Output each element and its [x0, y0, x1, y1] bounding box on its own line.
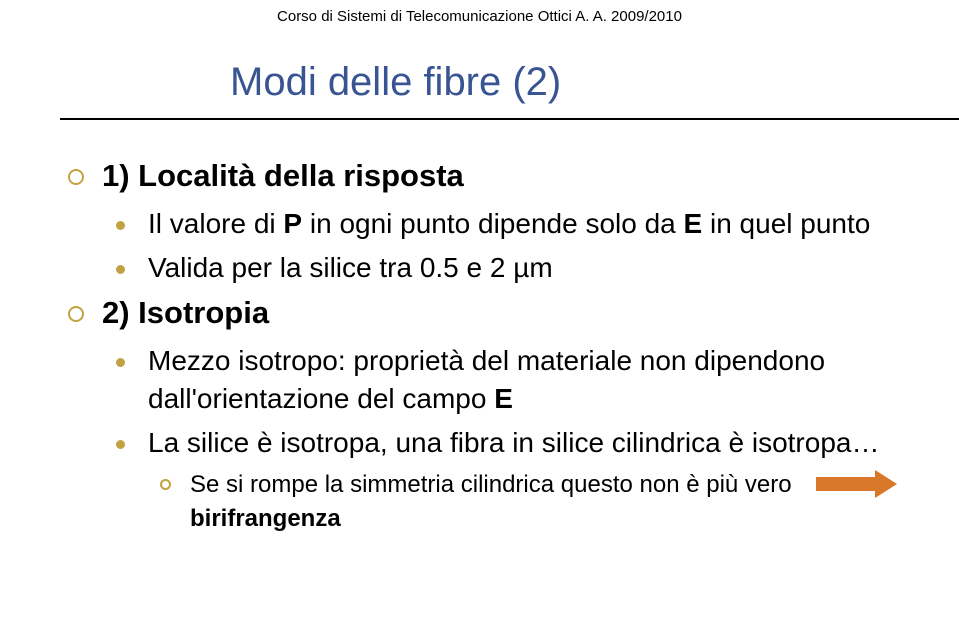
- bullet-dot-icon: [116, 358, 125, 367]
- point-2-sub-2-text: La silice è isotropa, una fibra in silic…: [148, 427, 879, 458]
- title-section: Modi delle fibre (2): [230, 60, 899, 115]
- point-2-detail-text: Se si rompe la simmetria cilindrica ques…: [190, 471, 907, 532]
- point-1-sub-2: Valida per la silice tra 0.5 e 2 µm: [60, 249, 919, 287]
- point-1-sub-1: Il valore di P in ogni punto dipende sol…: [60, 205, 919, 243]
- text-frag: Mezzo isotropo: proprietà del materiale …: [148, 345, 825, 414]
- arrow-icon: [816, 467, 897, 501]
- text-frag-bold: E: [684, 208, 703, 239]
- point-2-sub-1: Mezzo isotropo: proprietà del materiale …: [60, 342, 919, 418]
- bullet-dot-icon: [116, 221, 125, 230]
- point-1-sub-1-text: Il valore di P in ogni punto dipende sol…: [148, 208, 870, 239]
- slide-title: Modi delle fibre (2): [230, 60, 899, 115]
- text-frag: Se si rompe la simmetria cilindrica ques…: [190, 471, 792, 498]
- bullet-circle-icon: [68, 306, 84, 322]
- point-2-sub-2-detail: Se si rompe la simmetria cilindrica ques…: [60, 468, 919, 536]
- course-header: Corso di Sistemi di Telecomunicazione Ot…: [0, 8, 959, 25]
- point-2-sub-2: La silice è isotropa, una fibra in silic…: [60, 424, 919, 462]
- bullet-dot-icon: [116, 440, 125, 449]
- point-2: 2) Isotropia: [60, 292, 919, 334]
- point-1: 1) Località della risposta: [60, 155, 919, 197]
- text-frag: in quel punto: [702, 208, 870, 239]
- text-frag: in ogni punto dipende solo da: [302, 208, 683, 239]
- title-underline: [60, 118, 959, 120]
- point-2-heading: 2) Isotropia: [102, 295, 269, 330]
- content-area: 1) Località della risposta Il valore di …: [60, 155, 919, 540]
- text-frag-bold: birifrangenza: [190, 505, 341, 532]
- bullet-dot-icon: [116, 265, 125, 274]
- point-1-sub-2-text: Valida per la silice tra 0.5 e 2 µm: [148, 252, 553, 283]
- text-frag-bold: P: [283, 208, 302, 239]
- bullet-ring-small-icon: [160, 479, 171, 490]
- text-frag: Il valore di: [148, 208, 283, 239]
- point-2-sub-1-text: Mezzo isotropo: proprietà del materiale …: [148, 345, 825, 414]
- text-frag-bold: E: [494, 383, 513, 414]
- bullet-circle-icon: [68, 169, 84, 185]
- point-1-heading: 1) Località della risposta: [102, 158, 464, 193]
